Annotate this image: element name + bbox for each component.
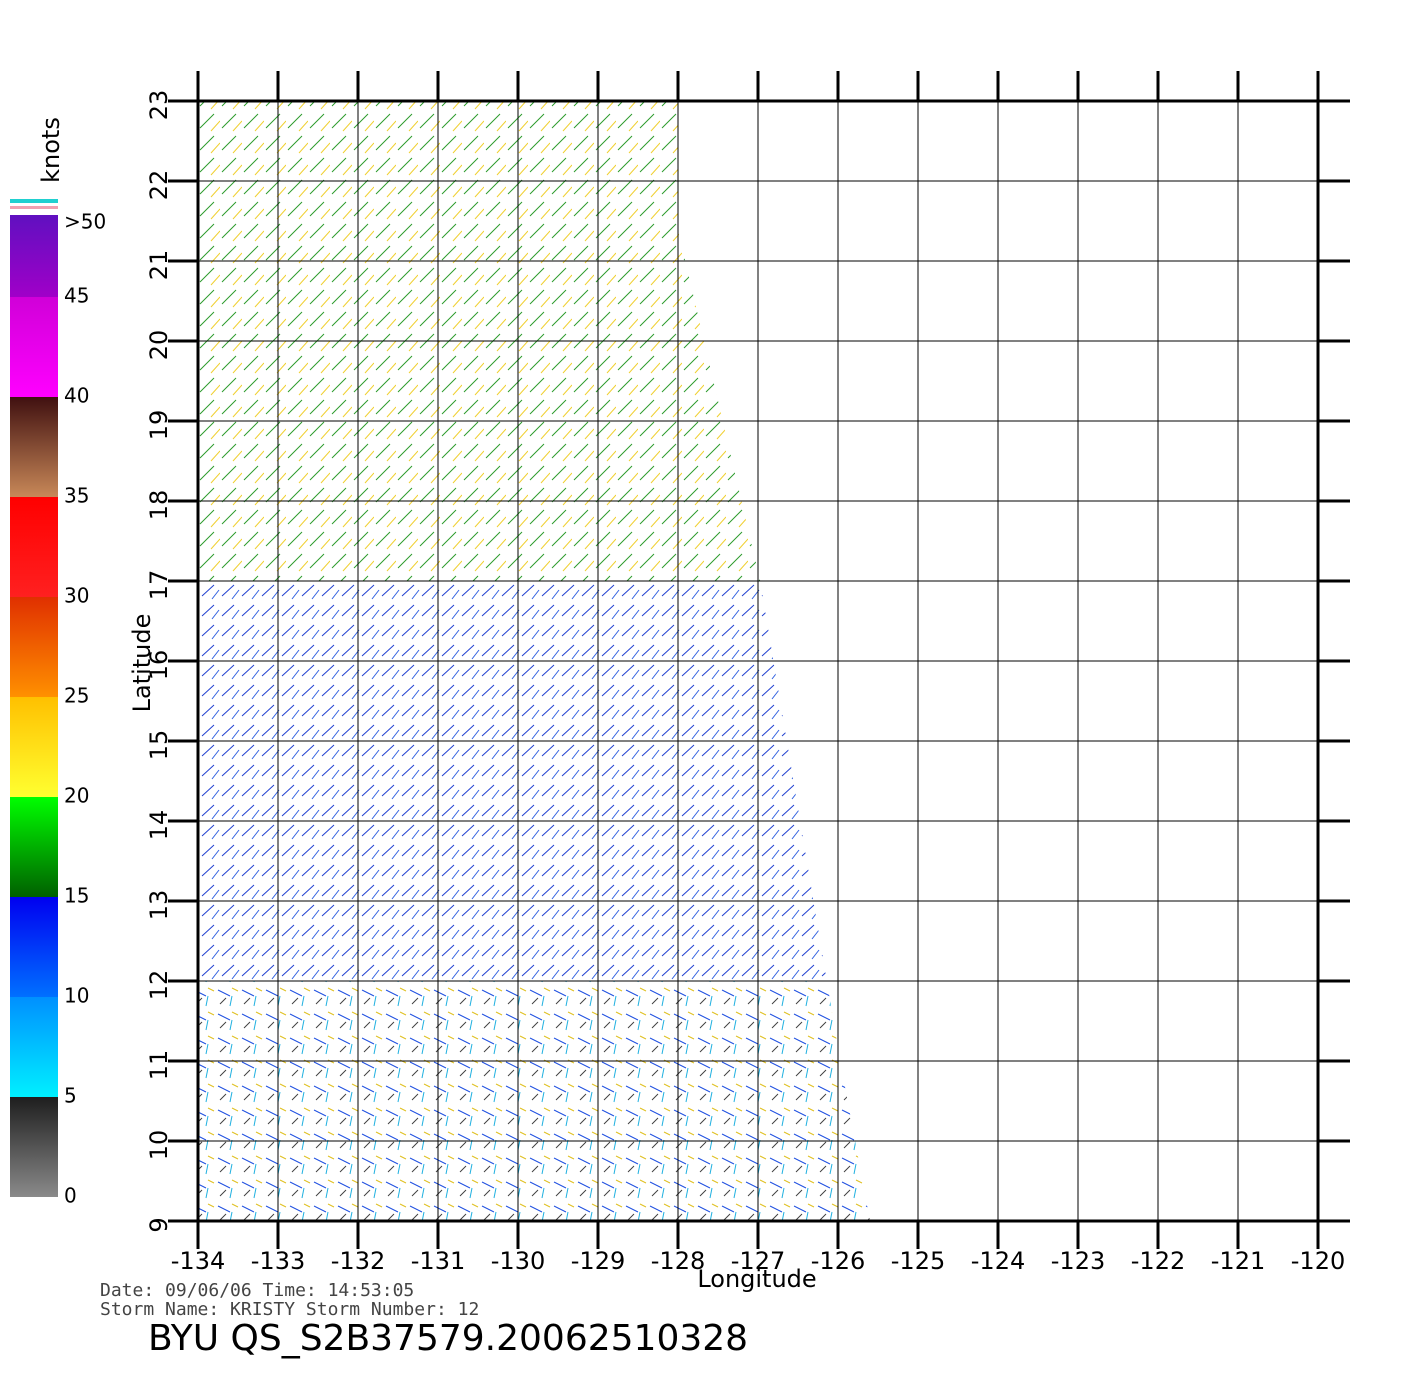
y-tick-label: 9 [145,1217,173,1232]
x-tick-label: -123 [1051,1247,1105,1275]
colorbar-tick-label: 40 [64,384,89,408]
colorbar-tick-label: 45 [64,284,89,308]
x-tick-label: -127 [731,1247,785,1275]
colorbar-segment [10,297,58,397]
colorbar-segment [10,797,58,897]
colorbar-segment [10,215,58,297]
colorbar-segment [10,1097,58,1197]
colorbar-tick-label: 5 [64,1084,77,1108]
plot-frame [196,99,1320,1223]
y-tick-label: 21 [145,250,173,281]
colorbar-cap [10,206,58,209]
x-tick-label: -121 [1211,1247,1265,1275]
x-tick-label: -131 [411,1247,465,1275]
colorbar-tick-label: 10 [64,984,89,1008]
x-tick-label: -120 [1291,1247,1345,1275]
x-tick-label: -122 [1131,1247,1185,1275]
colorbar-cap [10,199,58,203]
colorbar-segment [10,397,58,497]
colorbar-tick-label: 35 [64,484,89,508]
y-tick-label: 18 [145,490,173,521]
y-tick-label: 17 [145,570,173,601]
colorbar-segment [10,897,58,997]
colorbar-label: knots [37,117,65,183]
y-tick-label: 22 [145,170,173,201]
info-line: Date: 09/06/06 Time: 14:53:05 [100,1280,414,1301]
colorbar-tick-label: 25 [64,684,89,708]
chart-title: BYU QS_S2B37579.20062510328 [148,1318,748,1359]
y-tick-label: 16 [145,650,173,681]
y-tick-label: 10 [145,1130,173,1161]
x-tick-label: -126 [811,1247,865,1275]
x-axis-label: Longitude [697,1265,816,1293]
colorbar-segment [10,597,58,697]
y-tick-label: 19 [145,410,173,441]
info-line: Storm Name: KRISTY Storm Number: 12 [100,1299,479,1320]
x-tick-label: -132 [331,1247,385,1275]
colorbar-tick-label: 0 [64,1184,77,1208]
colorbar-tick-label: 15 [64,884,89,908]
x-tick-label: -130 [491,1247,545,1275]
y-tick-label: 20 [145,330,173,361]
y-axis-label: Latitude [128,614,156,713]
x-tick-label: -128 [651,1247,705,1275]
x-tick-label: -125 [891,1247,945,1275]
colorbar-segment [10,497,58,597]
x-tick-label: -124 [971,1247,1025,1275]
y-tick-label: 23 [145,90,173,121]
y-tick-label: 15 [145,730,173,761]
y-tick-label: 12 [145,970,173,1001]
y-tick-label: 13 [145,890,173,921]
colorbar-segment [10,997,58,1097]
colorbar-tick-label: 20 [64,784,89,808]
colorbar-tick-label: 30 [64,584,89,608]
colorbar-tick-label: >50 [64,210,106,234]
x-tick-label: -133 [251,1247,305,1275]
x-tick-label: -134 [171,1247,225,1275]
y-tick-label: 14 [145,810,173,841]
x-tick-label: -129 [571,1247,625,1275]
y-tick-label: 11 [145,1050,173,1081]
colorbar-segment [10,697,58,797]
